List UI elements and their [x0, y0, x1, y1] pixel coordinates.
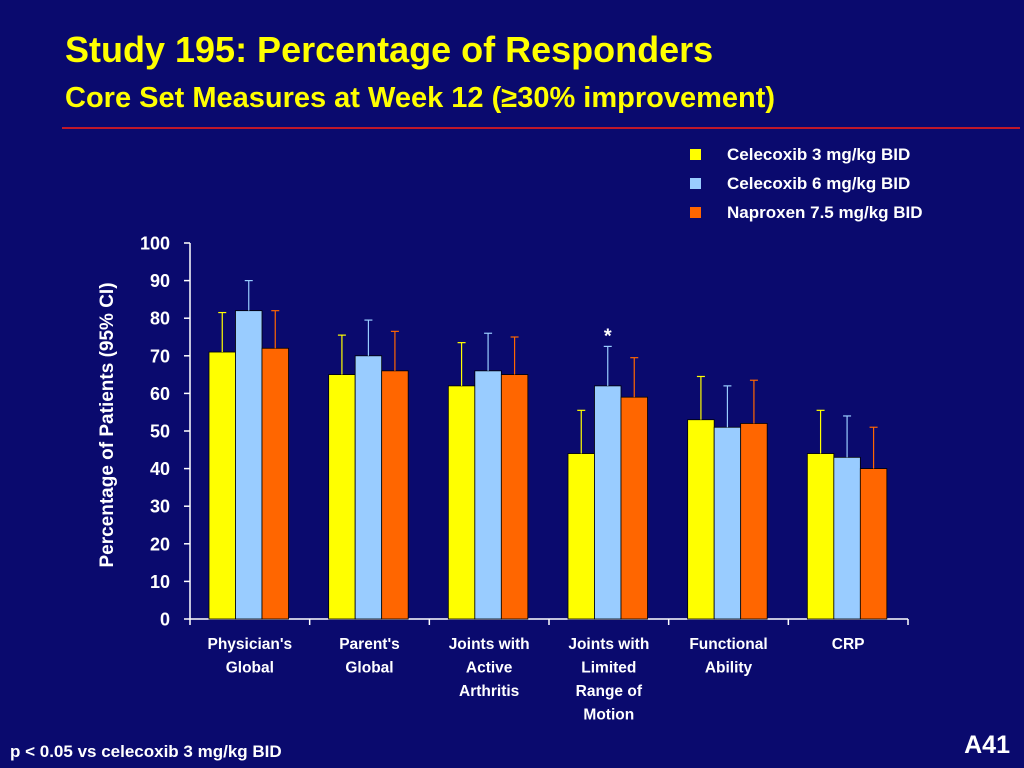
x-category-label: Parent's Global — [339, 636, 400, 677]
y-tick-label: 60 — [150, 384, 170, 404]
y-tick-label: 10 — [150, 572, 170, 592]
significance-marker: * — [604, 325, 612, 347]
x-category-label-line: Physician's — [207, 636, 292, 653]
bar — [567, 453, 595, 620]
x-category-label: Functional Ability — [689, 636, 767, 677]
x-category-label-line: CRP — [832, 636, 865, 653]
x-category-label: Joints with Limited Range of Motion — [568, 636, 649, 724]
footnote: p < 0.05 vs celecoxib 3 mg/kg BID — [10, 742, 282, 761]
slide-title: Study 195: Percentage of Responders — [65, 29, 714, 70]
x-category-label-line: Global — [226, 660, 274, 677]
y-tick-label: 50 — [150, 422, 170, 442]
title-divider — [62, 127, 1020, 129]
x-category-label: CRP — [832, 636, 865, 653]
bar — [620, 396, 648, 620]
bar — [859, 468, 888, 620]
bar — [447, 385, 476, 620]
slide-subtitle: Core Set Measures at Week 12 (≥30% impro… — [65, 82, 776, 114]
bar — [261, 347, 289, 620]
y-tick-label: 100 — [140, 234, 170, 254]
legend-item-celecoxib-3: Celecoxib 3 mg/kg BID — [690, 140, 923, 169]
bar — [474, 370, 502, 620]
bar — [500, 374, 529, 620]
x-category-label: Joints with Active Arthritis — [449, 636, 530, 700]
bar — [594, 385, 622, 620]
bar — [833, 456, 861, 620]
bar — [713, 426, 742, 620]
legend-item-naproxen: Naproxen 7.5 mg/kg BID — [690, 198, 923, 227]
x-category-label-line: Ability — [705, 660, 753, 677]
bar — [354, 355, 383, 620]
legend-swatch-celecoxib-3 — [690, 149, 701, 160]
legend-label-celecoxib-3: Celecoxib 3 mg/kg BID — [727, 144, 911, 164]
legend-label-naproxen: Naproxen 7.5 mg/kg BID — [727, 202, 923, 222]
y-tick-label: 90 — [150, 271, 170, 291]
x-category-label-line: Active — [466, 660, 513, 677]
y-tick-label: 20 — [150, 534, 170, 554]
bar — [328, 374, 356, 620]
bar — [381, 370, 409, 620]
bar — [208, 351, 236, 620]
y-tick-label: 70 — [150, 346, 170, 366]
x-category-label-line: Range of — [576, 683, 643, 700]
legend-item-celecoxib-6: Celecoxib 6 mg/kg BID — [690, 169, 923, 198]
y-tick-label: 40 — [150, 459, 170, 479]
legend-swatch-naproxen — [690, 207, 701, 218]
x-category-label-line: Joints with — [568, 636, 649, 653]
bar — [806, 453, 835, 620]
bar — [687, 419, 715, 620]
legend-label-celecoxib-6: Celecoxib 6 mg/kg BID — [727, 173, 911, 193]
x-category-label-line: Arthritis — [459, 683, 519, 700]
x-category-label-line: Limited — [581, 660, 636, 677]
chart-legend: Celecoxib 3 mg/kg BID Celecoxib 6 mg/kg … — [690, 140, 923, 227]
bar — [740, 423, 768, 620]
y-tick-label: 80 — [150, 309, 170, 329]
x-category-label-line: Joints with — [449, 636, 530, 653]
bar — [235, 310, 263, 620]
y-tick-label: 0 — [160, 610, 170, 630]
x-category-label-line: Functional — [689, 636, 767, 653]
x-category-label-line: Global — [345, 660, 393, 677]
x-category-label-line: Motion — [583, 707, 634, 724]
slide-number: A41 — [964, 731, 1010, 759]
legend-swatch-celecoxib-6 — [690, 178, 701, 189]
x-category-label: Physician's Global — [207, 636, 292, 677]
x-category-label-line: Parent's — [339, 636, 400, 653]
y-tick-label: 30 — [150, 497, 170, 517]
